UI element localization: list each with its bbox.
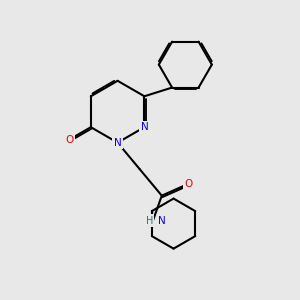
Text: O: O (65, 135, 73, 145)
Text: N: N (114, 138, 122, 148)
Text: O: O (184, 179, 192, 189)
Text: H: H (146, 216, 153, 226)
Text: N: N (140, 122, 148, 132)
Text: N: N (158, 216, 166, 226)
